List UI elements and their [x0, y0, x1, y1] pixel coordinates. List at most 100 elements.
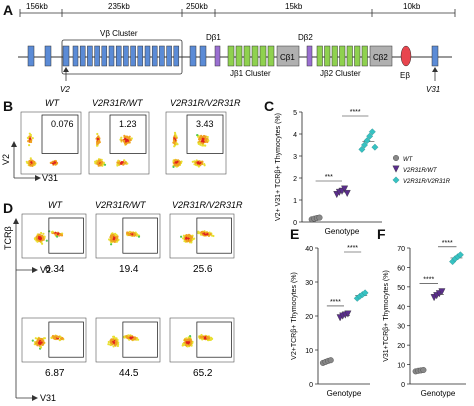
j-gene-box — [346, 45, 353, 67]
d-beta1-label: Dβ1 — [206, 33, 221, 42]
y-tick-label: 10 — [397, 363, 405, 370]
y-tick-label: 20 — [397, 343, 405, 350]
j-gene-box — [227, 45, 235, 67]
y-axis-label: V2+ V31+ TCRβ+ Thymocytes (%) — [275, 113, 282, 221]
j-beta1-label: Jβ1 Cluster — [230, 69, 271, 78]
panel-letter-c: C — [264, 98, 275, 114]
data-point — [420, 367, 427, 374]
data-point — [341, 185, 349, 193]
significance-label: **** — [330, 299, 341, 306]
y-tick-label: 40 — [397, 304, 405, 311]
j-gene-box — [251, 45, 259, 67]
j-beta1-cluster — [227, 45, 275, 67]
v-gene-box — [79, 45, 86, 67]
locus-map: 156kb 235kb 250kb 15kb 10kb Vβ Cluster D… — [18, 2, 456, 94]
panel-letter-d: D — [3, 200, 14, 216]
data-point — [392, 165, 400, 173]
d-beta2-label: Dβ2 — [298, 33, 313, 42]
j-gene-box — [324, 45, 331, 67]
chart-c: 0 1 2 3 4 5 V2+ V31+ TCRβ+ Thymocytes (%) Genot… — [275, 109, 382, 236]
significance-label: *** — [325, 174, 333, 181]
x-axis-label: Genotype — [421, 389, 456, 398]
y-tick-label: 1 — [293, 198, 297, 205]
data-point — [327, 357, 334, 364]
panel-letter-e: E — [290, 226, 300, 242]
y-tick-label: 30 — [305, 280, 313, 287]
j-gene-box — [339, 45, 346, 67]
j-gene-box — [235, 45, 243, 67]
distance-label-4: 15kb — [285, 2, 303, 11]
y-tick-label: 5 — [293, 110, 297, 117]
data-point — [368, 128, 376, 136]
v-gene-box — [87, 45, 93, 67]
legend-label: V2R31R/WT — [403, 168, 438, 174]
panel-letter-a: A — [3, 2, 14, 18]
j-gene-box — [259, 45, 267, 67]
data-point — [456, 251, 464, 259]
v31-gene — [431, 45, 439, 67]
significance-label: **** — [442, 240, 453, 247]
v-gene-box — [44, 45, 52, 67]
data-point — [393, 154, 400, 161]
y-axis-label: V31+TCRβ+ Thymocytes (%) — [383, 270, 390, 362]
vb-cluster-label: Vβ Cluster — [100, 29, 138, 38]
c-beta2-gene — [369, 45, 393, 67]
v-gene-box — [189, 45, 197, 67]
d-beta2-gene — [306, 45, 313, 67]
c-beta1-label: Cβ1 — [280, 53, 295, 62]
v-gene-box — [27, 45, 35, 67]
v-gene-box — [130, 45, 136, 67]
data-point — [344, 310, 352, 318]
significance-label: **** — [350, 109, 361, 116]
y-tick-label: 0 — [293, 220, 297, 227]
enhancer-label: Eβ — [400, 71, 410, 80]
genotype-legend: WT V2R31R/WT V2R31R/V2R31R — [392, 154, 451, 185]
y-tick-label: 4 — [293, 132, 297, 139]
significance-label: **** — [347, 245, 358, 252]
data-point — [358, 145, 366, 153]
v-gene-box — [166, 45, 172, 67]
distance-label-2: 235kb — [108, 2, 130, 11]
enhancer-oval — [400, 45, 412, 67]
chart-f: 0 10 20 30 40 50 60 70 V31+TCRβ+ Thymocytes (%) G… — [383, 240, 466, 398]
x-axis-label: Genotype — [325, 227, 360, 236]
y-tick-label: 0 — [401, 382, 405, 389]
data-point — [363, 137, 371, 145]
j-gene-box — [267, 45, 275, 67]
j-beta2-label: Jβ2 Cluster — [320, 69, 361, 78]
j-gene-box — [361, 45, 368, 67]
v-gene-box — [72, 45, 79, 67]
y-tick-label: 2 — [293, 176, 297, 183]
v-gene-box — [159, 45, 165, 67]
data-point — [366, 132, 374, 140]
v-gene-box — [137, 45, 144, 67]
y-tick-label: 30 — [397, 324, 405, 331]
panel-letter-f: F — [377, 226, 386, 242]
v-gene-box — [123, 45, 129, 67]
v-gene-group — [27, 45, 207, 67]
d-beta1-gene — [214, 45, 221, 67]
distance-label-1: 156kb — [26, 2, 48, 11]
data-point — [343, 189, 351, 198]
data-point — [361, 141, 368, 149]
y-tick-label: 70 — [397, 246, 405, 253]
legend-label: WT — [403, 157, 414, 163]
v-gene-box — [101, 45, 108, 67]
y-tick-label: 40 — [305, 246, 313, 253]
data-point — [316, 214, 323, 221]
y-tick-label: 0 — [309, 382, 313, 389]
j-gene-box — [354, 45, 361, 67]
v2-gene — [62, 45, 70, 67]
data-point — [438, 288, 446, 296]
y-axis-label: V2+TCRβ+ Thymocytes (%) — [291, 272, 298, 360]
v-gene-box — [144, 45, 151, 67]
x-axis-label: Genotype — [327, 389, 362, 398]
v-gene-box — [199, 45, 207, 67]
j-beta2-cluster — [316, 45, 368, 67]
significance-label: **** — [423, 277, 434, 284]
v-gene-box — [115, 45, 122, 67]
v31-arrow-label: V31 — [426, 85, 440, 94]
v-gene-box — [151, 45, 158, 67]
y-tick-label: 20 — [305, 314, 313, 321]
y-tick-label: 50 — [397, 285, 405, 292]
